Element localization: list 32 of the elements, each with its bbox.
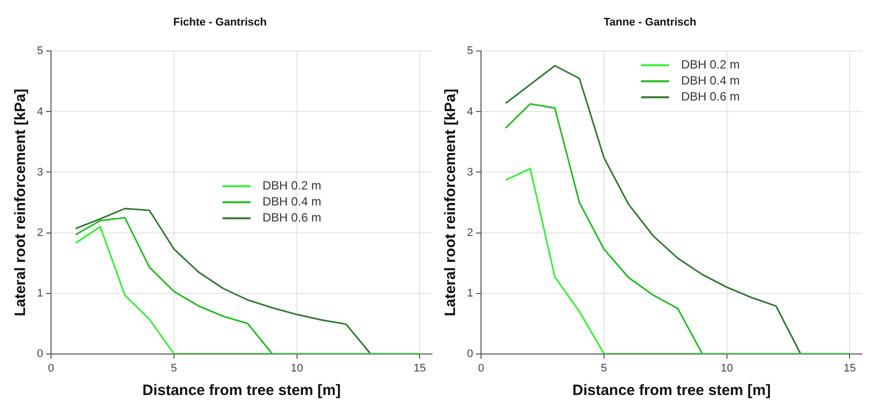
y-tick-label: 0 [466,348,474,360]
legend-label: DBH 0.4 m [262,194,322,209]
y-tick-label: 2 [466,226,474,239]
y-tick-label: 3 [36,166,44,178]
y-tick-label: 4 [36,106,44,118]
x-tick-label: 0 [48,362,54,374]
chart-title: Tanne - Gantrisch [604,16,697,29]
y-tick-label: 4 [466,106,474,118]
legend-label: DBH 0.4 m [681,74,740,88]
y-tick-label: 3 [466,166,474,178]
y-tick-label: 2 [36,226,44,239]
x-tick-label: 10 [720,362,733,374]
x-tick-label: 0 [478,362,484,374]
y-tick-label: 5 [36,45,44,58]
legend-label: DBH 0.2 m [262,178,322,193]
x-axis-title: Distance from tree stem [m] [142,382,341,400]
legend-label: DBH 0.6 m [681,90,740,104]
y-axis-title: Lateral root reinforcement [kPa] [442,88,460,316]
x-axis-title: Distance from tree stem [m] [572,382,771,400]
y-tick-label: 1 [466,287,474,300]
y-tick-label: 1 [36,287,44,300]
y-tick-label: 0 [36,348,44,360]
y-axis-title: Lateral root reinforcement [kPa] [12,88,30,316]
x-tick-label: 5 [170,362,178,374]
legend-label: DBH 0.6 m [262,210,322,225]
legend-label: DBH 0.2 m [681,58,740,72]
y-tick-label: 5 [466,45,474,58]
x-tick-label: 5 [600,362,608,374]
x-tick-label: 15 [844,362,856,374]
x-tick-label: 10 [290,362,303,374]
chart-title: Fichte - Gantrisch [173,16,268,29]
x-tick-label: 15 [414,362,426,374]
